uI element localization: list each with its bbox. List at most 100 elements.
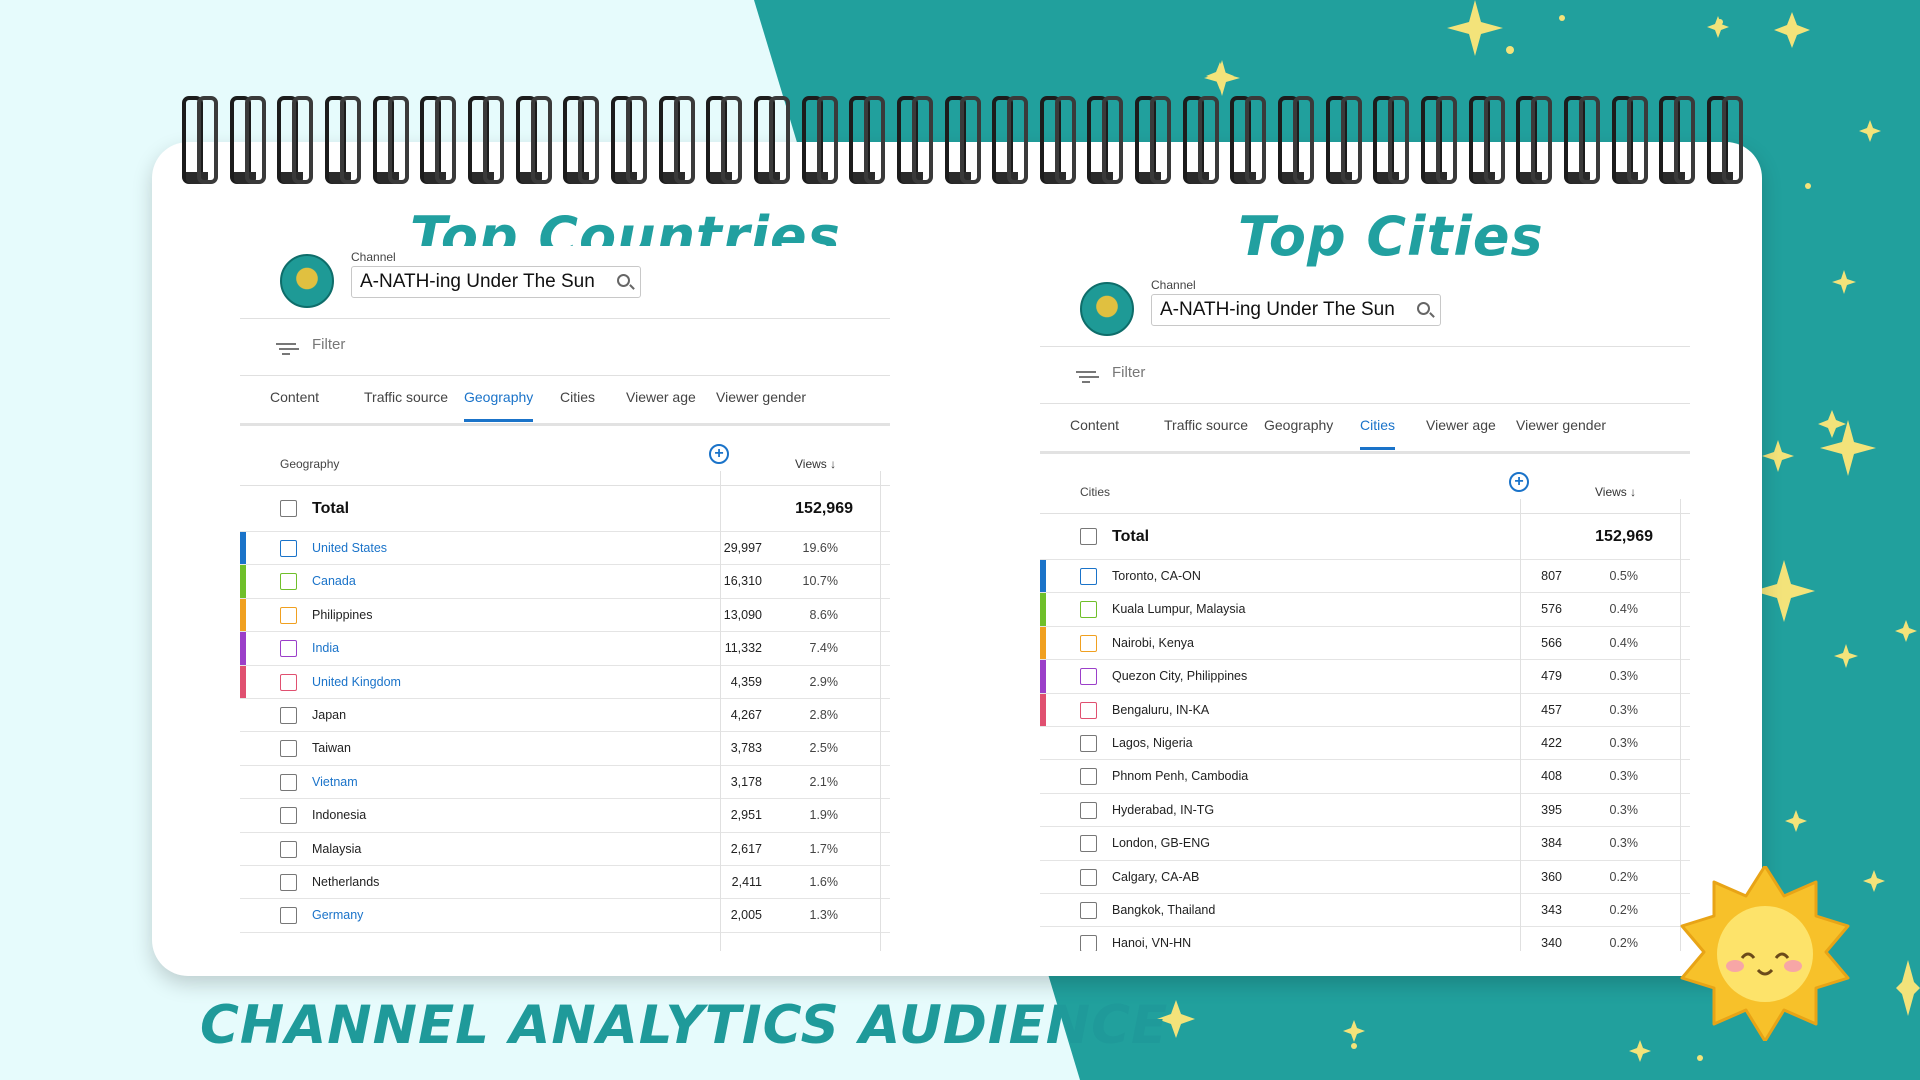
- tab-traffic-source[interactable]: Traffic source: [1164, 417, 1249, 433]
- spiral-ring: [371, 96, 409, 188]
- total-checkbox[interactable]: [1080, 528, 1097, 545]
- table-row[interactable]: Calgary, CA-AB 360 0.2%: [1040, 861, 1690, 894]
- table-header: Cities + Views ↓: [1040, 454, 1690, 514]
- table-row[interactable]: Nairobi, Kenya 566 0.4%: [1040, 626, 1690, 661]
- row-percent: 1.9%: [809, 808, 839, 823]
- tab-viewer-age[interactable]: Viewer age: [1426, 417, 1496, 433]
- row-checkbox[interactable]: [1080, 634, 1097, 652]
- table-row[interactable]: London, GB-ENG 384 0.3%: [1040, 827, 1690, 861]
- row-checkbox[interactable]: [1080, 835, 1097, 853]
- row-checkbox[interactable]: [1080, 901, 1097, 919]
- total-value: 152,969: [1595, 528, 1653, 545]
- dot-icon: [1697, 1055, 1703, 1061]
- table-row[interactable]: Lagos, Nigeria 422 0.3%: [1040, 727, 1690, 761]
- row-checkbox[interactable]: [280, 840, 297, 858]
- row-checkbox[interactable]: [280, 540, 297, 557]
- row-checkbox[interactable]: [1080, 668, 1097, 686]
- spiral-ring: [657, 96, 695, 188]
- spiral-ring: [1038, 96, 1076, 188]
- row-checkbox[interactable]: [280, 673, 297, 691]
- table-row[interactable]: Bengaluru, IN-KA 457 0.3%: [1040, 693, 1690, 727]
- row-label[interactable]: Canada: [312, 574, 356, 589]
- row-label[interactable]: Germany: [312, 908, 364, 923]
- row-checkbox[interactable]: [280, 807, 297, 825]
- row-checkbox[interactable]: [1080, 701, 1097, 719]
- table-row[interactable]: Taiwan 3,783 2.5%: [240, 732, 890, 766]
- tab-geography[interactable]: Geography: [464, 389, 534, 422]
- row-checkbox[interactable]: [1080, 935, 1097, 951]
- spiral-ring: [800, 96, 838, 188]
- row-checkbox[interactable]: [280, 740, 297, 758]
- total-row: Total 152,969: [240, 486, 890, 532]
- spiral-ring: [990, 96, 1029, 188]
- filter-bar[interactable]: Filter: [240, 319, 890, 375]
- table-row[interactable]: Netherlands 2,411 1.6%: [240, 866, 890, 900]
- channel-search-input[interactable]: A-NATH-ing Under The Sun: [351, 266, 641, 298]
- row-label[interactable]: Vietnam: [312, 774, 358, 789]
- spiral-ring: [609, 96, 647, 188]
- table-row[interactable]: Quezon City, Philippines 479 0.3%: [1040, 660, 1690, 694]
- table-row[interactable]: India 11,332 7.4%: [240, 632, 890, 666]
- row-checkbox[interactable]: [1080, 801, 1097, 819]
- row-percent: 1.3%: [809, 908, 839, 923]
- table-row[interactable]: United Kingdom 4,359 2.9%: [240, 665, 890, 699]
- views-header[interactable]: Views ↓: [1595, 485, 1637, 499]
- tab-content[interactable]: Content: [1070, 417, 1120, 433]
- star-icon: [1863, 870, 1885, 892]
- row-label[interactable]: United Kingdom: [312, 674, 401, 689]
- total-checkbox[interactable]: [280, 500, 297, 517]
- add-metric-icon[interactable]: +: [709, 444, 729, 464]
- table-row[interactable]: Hyderabad, IN-TG 395 0.3%: [1040, 794, 1690, 828]
- tab-viewer-gender[interactable]: Viewer gender: [716, 389, 807, 405]
- row-checkbox[interactable]: [280, 873, 297, 891]
- spiral-ring: [1467, 96, 1505, 188]
- views-header[interactable]: Views ↓: [795, 457, 837, 471]
- row-checkbox[interactable]: [1080, 568, 1097, 585]
- row-views: 4,267: [730, 707, 762, 722]
- row-checkbox[interactable]: [1080, 768, 1097, 786]
- search-icon[interactable]: [617, 274, 630, 287]
- filter-icon[interactable]: [1076, 371, 1096, 383]
- tab-geography[interactable]: Geography: [1264, 417, 1334, 433]
- table-row[interactable]: Canada 16,310 10.7%: [240, 565, 890, 599]
- star-icon: [1895, 620, 1917, 642]
- tab-content[interactable]: Content: [270, 389, 320, 405]
- row-checkbox[interactable]: [280, 640, 297, 658]
- table-row[interactable]: Indonesia 2,951 1.9%: [240, 799, 890, 833]
- row-label[interactable]: United States: [312, 541, 388, 555]
- row-checkbox[interactable]: [280, 907, 297, 925]
- filter-bar[interactable]: Filter: [1040, 347, 1690, 403]
- search-icon[interactable]: [1417, 302, 1430, 315]
- row-checkbox[interactable]: [280, 706, 297, 724]
- table-row[interactable]: Malaysia 2,617 1.7%: [240, 833, 890, 866]
- row-checkbox[interactable]: [280, 573, 297, 591]
- tab-viewer-age[interactable]: Viewer age: [626, 389, 696, 405]
- tab-viewer-gender[interactable]: Viewer gender: [1516, 417, 1607, 433]
- star-icon: [1785, 810, 1807, 832]
- table-row[interactable]: Toronto, CA-ON 807 0.5%: [1040, 560, 1690, 594]
- tab-cities[interactable]: Cities: [1360, 417, 1396, 450]
- add-metric-icon[interactable]: +: [1509, 472, 1529, 492]
- tab-traffic-source[interactable]: Traffic source: [364, 389, 449, 405]
- row-checkbox[interactable]: [1080, 601, 1097, 619]
- table-row[interactable]: Bangkok, Thailand 343 0.2%: [1040, 894, 1690, 928]
- row-checkbox[interactable]: [1080, 734, 1097, 752]
- table-row[interactable]: Japan 4,267 2.8%: [240, 699, 890, 733]
- row-label: Lagos, Nigeria: [1112, 735, 1193, 750]
- tab-cities[interactable]: Cities: [560, 389, 596, 405]
- row-checkbox[interactable]: [280, 773, 297, 791]
- filter-icon[interactable]: [276, 343, 296, 355]
- channel-search-input[interactable]: A-NATH-ing Under The Sun: [1151, 294, 1441, 326]
- table-row[interactable]: Germany 2,005 1.3%: [240, 899, 890, 933]
- row-checkbox[interactable]: [1080, 868, 1097, 886]
- table-row[interactable]: Philippines 13,090 8.6%: [240, 598, 890, 633]
- row-views: 479: [1541, 669, 1562, 684]
- table-row[interactable]: Kuala Lumpur, Malaysia 576 0.4%: [1040, 593, 1690, 627]
- table-row[interactable]: United States 29,997 19.6%: [240, 532, 890, 566]
- table-row[interactable]: Phnom Penh, Cambodia 408 0.3%: [1040, 760, 1690, 794]
- table-row[interactable]: Hanoi, VN-HN 340 0.2%: [1040, 927, 1690, 951]
- row-label[interactable]: India: [312, 641, 340, 656]
- row-checkbox[interactable]: [280, 606, 297, 624]
- table-row[interactable]: Vietnam 3,178 2.1%: [240, 766, 890, 800]
- series-color-bar: [1040, 626, 1046, 660]
